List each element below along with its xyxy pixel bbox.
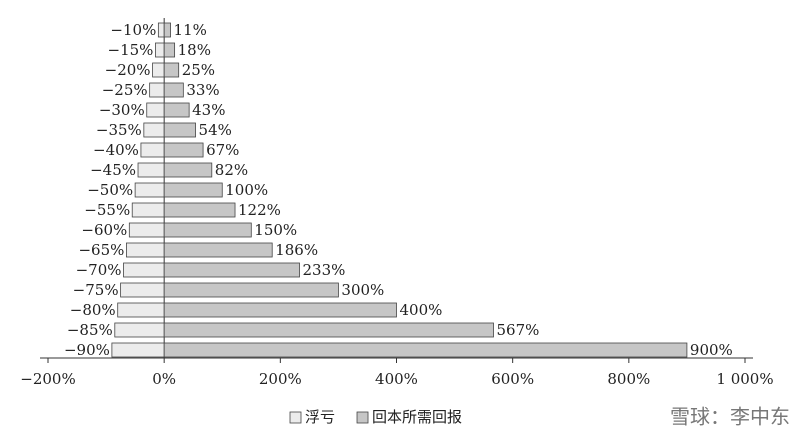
bar <box>163 262 300 278</box>
bar <box>128 222 165 238</box>
value-label: 67% <box>206 141 239 159</box>
bar <box>123 262 165 278</box>
x-tick-label: 600% <box>491 370 534 388</box>
value-label: −35% <box>96 121 142 139</box>
value-label: −25% <box>102 81 148 99</box>
x-tick-label: 200% <box>259 370 302 388</box>
value-label: 122% <box>238 201 281 219</box>
x-tick-label: 1 000% <box>716 370 773 388</box>
bar <box>140 142 165 158</box>
value-label: −40% <box>93 141 139 159</box>
bar <box>163 242 273 258</box>
value-label: 186% <box>275 241 318 259</box>
value-label: −55% <box>84 201 130 219</box>
value-label: 233% <box>303 261 346 279</box>
legend-swatch <box>356 411 369 424</box>
value-label: −75% <box>73 281 119 299</box>
value-label: −50% <box>87 181 133 199</box>
watermark: 雪球：李中东 <box>670 405 790 429</box>
legend-swatch <box>289 411 302 424</box>
x-tick-label: −200% <box>20 370 75 388</box>
value-label: −65% <box>78 241 124 259</box>
bar <box>163 122 196 138</box>
bar <box>163 302 397 318</box>
value-label: 54% <box>199 121 232 139</box>
value-label: 33% <box>186 81 219 99</box>
bar <box>149 82 165 98</box>
x-tick-label: 0% <box>152 370 176 388</box>
bar <box>137 162 165 178</box>
value-label: 100% <box>225 181 268 199</box>
value-label: −15% <box>108 41 154 59</box>
bar <box>163 162 213 178</box>
bar <box>163 42 176 58</box>
value-label: −90% <box>64 341 110 359</box>
bar <box>163 22 171 38</box>
bar <box>163 322 494 338</box>
value-label: 400% <box>400 301 443 319</box>
legend-label: 浮亏 <box>305 408 335 426</box>
value-label: 150% <box>254 221 297 239</box>
value-label: −45% <box>90 161 136 179</box>
bar <box>163 182 223 198</box>
bar <box>163 82 184 98</box>
bar <box>117 302 165 318</box>
bar <box>114 322 165 338</box>
bar <box>163 142 204 158</box>
bar <box>163 222 252 238</box>
x-tick-label: 800% <box>607 370 650 388</box>
bar <box>146 102 165 118</box>
bar <box>155 42 165 58</box>
bar <box>120 282 165 298</box>
bar <box>163 102 190 118</box>
value-label: 900% <box>690 341 733 359</box>
bar <box>152 62 165 78</box>
bar <box>163 202 236 218</box>
value-label: 567% <box>496 321 539 339</box>
bar <box>111 342 165 358</box>
value-label: −80% <box>70 301 116 319</box>
value-label: 25% <box>182 61 215 79</box>
value-label: −70% <box>76 261 122 279</box>
value-label: 43% <box>192 101 225 119</box>
value-label: −10% <box>110 21 156 39</box>
value-label: 18% <box>178 41 211 59</box>
bar <box>134 182 165 198</box>
value-label: 300% <box>341 281 384 299</box>
bar <box>163 62 180 78</box>
bar <box>163 342 688 358</box>
bar <box>126 242 165 258</box>
bar <box>143 122 165 138</box>
bar <box>163 282 339 298</box>
bar <box>157 22 165 38</box>
legend-label: 回本所需回报 <box>372 408 462 426</box>
value-label: −20% <box>105 61 151 79</box>
value-label: 11% <box>174 21 207 39</box>
value-label: −85% <box>67 321 113 339</box>
value-label: 82% <box>215 161 248 179</box>
bar <box>131 202 165 218</box>
value-label: −30% <box>99 101 145 119</box>
x-tick-label: 400% <box>375 370 418 388</box>
value-label: −60% <box>81 221 127 239</box>
